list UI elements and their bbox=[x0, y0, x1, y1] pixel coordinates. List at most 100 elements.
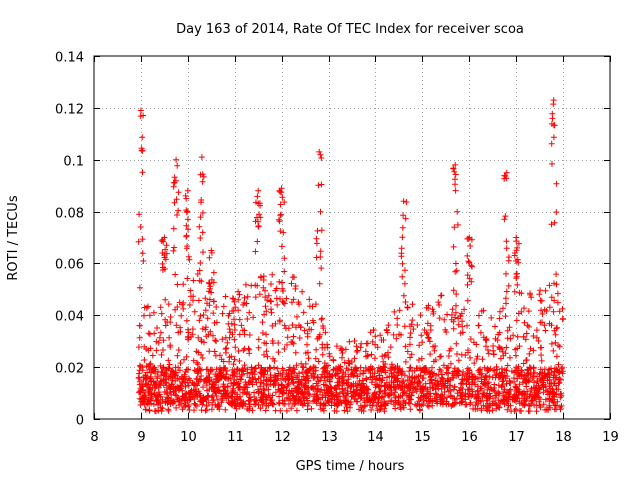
data-point bbox=[428, 398, 435, 405]
data-point bbox=[399, 273, 406, 280]
data-point bbox=[304, 320, 311, 327]
data-point bbox=[165, 407, 172, 414]
data-point bbox=[390, 331, 397, 338]
data-point bbox=[348, 371, 354, 378]
data-point bbox=[250, 314, 257, 321]
data-point bbox=[468, 386, 475, 393]
data-point bbox=[171, 199, 178, 206]
data-point bbox=[257, 405, 264, 412]
data-point bbox=[138, 387, 145, 393]
x-tick-label: 14 bbox=[367, 430, 384, 445]
data-point bbox=[218, 371, 225, 378]
data-point bbox=[550, 308, 557, 315]
data-point bbox=[323, 390, 330, 396]
data-point bbox=[327, 373, 334, 380]
data-point bbox=[254, 214, 260, 221]
data-point bbox=[357, 364, 364, 371]
data-point bbox=[196, 376, 203, 383]
data-point bbox=[238, 372, 245, 379]
data-point bbox=[338, 399, 345, 406]
data-point bbox=[267, 298, 274, 304]
data-point bbox=[292, 283, 299, 289]
data-point bbox=[427, 384, 434, 391]
data-point bbox=[195, 297, 202, 304]
data-point bbox=[513, 258, 520, 264]
data-point bbox=[380, 358, 387, 365]
data-point bbox=[404, 304, 411, 311]
data-point bbox=[293, 362, 300, 369]
data-point bbox=[496, 329, 503, 336]
data-point bbox=[330, 367, 337, 374]
data-point bbox=[211, 298, 217, 305]
data-point bbox=[261, 387, 268, 394]
data-point bbox=[270, 382, 277, 388]
data-point bbox=[468, 278, 475, 285]
data-point bbox=[226, 358, 233, 365]
data-point bbox=[174, 375, 181, 382]
data-point bbox=[190, 293, 197, 300]
data-point bbox=[537, 366, 544, 373]
data-point bbox=[372, 333, 379, 340]
data-point bbox=[484, 386, 491, 393]
data-point bbox=[363, 375, 370, 382]
data-point bbox=[158, 237, 165, 244]
data-point bbox=[509, 394, 516, 401]
data-point bbox=[552, 331, 559, 338]
data-point bbox=[160, 365, 166, 372]
data-point bbox=[173, 404, 180, 411]
data-point bbox=[174, 352, 181, 359]
data-point bbox=[208, 384, 215, 391]
data-point bbox=[206, 296, 213, 303]
data-point bbox=[275, 349, 282, 356]
data-point bbox=[195, 361, 201, 368]
data-point bbox=[424, 402, 431, 409]
data-point bbox=[278, 243, 285, 250]
data-point bbox=[382, 401, 389, 408]
data-point bbox=[274, 301, 281, 308]
data-point bbox=[274, 365, 281, 372]
data-point bbox=[354, 387, 361, 394]
data-point bbox=[345, 357, 352, 364]
data-point bbox=[154, 373, 161, 380]
data-point bbox=[276, 388, 283, 394]
data-point bbox=[173, 156, 180, 163]
data-point bbox=[171, 244, 178, 251]
data-point bbox=[416, 342, 423, 349]
data-point bbox=[388, 397, 395, 404]
chart-title: Day 163 of 2014, Rate Of TEC Index for r… bbox=[176, 22, 524, 37]
data-point bbox=[395, 369, 402, 376]
data-point bbox=[194, 271, 201, 277]
data-point bbox=[137, 224, 144, 230]
data-point bbox=[454, 208, 461, 215]
data-point bbox=[391, 373, 397, 380]
data-point bbox=[197, 260, 204, 266]
data-point bbox=[324, 368, 331, 374]
data-point bbox=[432, 377, 439, 384]
data-point bbox=[501, 372, 508, 379]
data-point bbox=[219, 395, 226, 402]
data-point bbox=[497, 400, 504, 407]
data-point bbox=[415, 357, 422, 363]
data-point bbox=[142, 406, 149, 413]
data-point bbox=[486, 373, 493, 380]
data-point bbox=[255, 218, 262, 225]
data-point bbox=[174, 281, 181, 288]
data-point bbox=[537, 287, 544, 294]
data-point bbox=[489, 407, 496, 414]
data-point bbox=[232, 402, 239, 409]
data-point bbox=[225, 395, 232, 402]
data-point bbox=[466, 367, 473, 374]
data-point bbox=[382, 367, 389, 374]
data-point bbox=[238, 399, 245, 406]
data-point bbox=[203, 379, 210, 386]
data-point bbox=[434, 398, 441, 405]
data-point bbox=[145, 303, 151, 310]
data-point bbox=[548, 294, 555, 301]
data-point bbox=[538, 352, 545, 359]
data-point bbox=[461, 375, 468, 382]
data-point bbox=[337, 345, 344, 352]
data-point bbox=[397, 393, 404, 400]
data-point bbox=[485, 350, 492, 357]
y-tick-label: 0.08 bbox=[55, 207, 84, 222]
data-point bbox=[232, 304, 239, 311]
